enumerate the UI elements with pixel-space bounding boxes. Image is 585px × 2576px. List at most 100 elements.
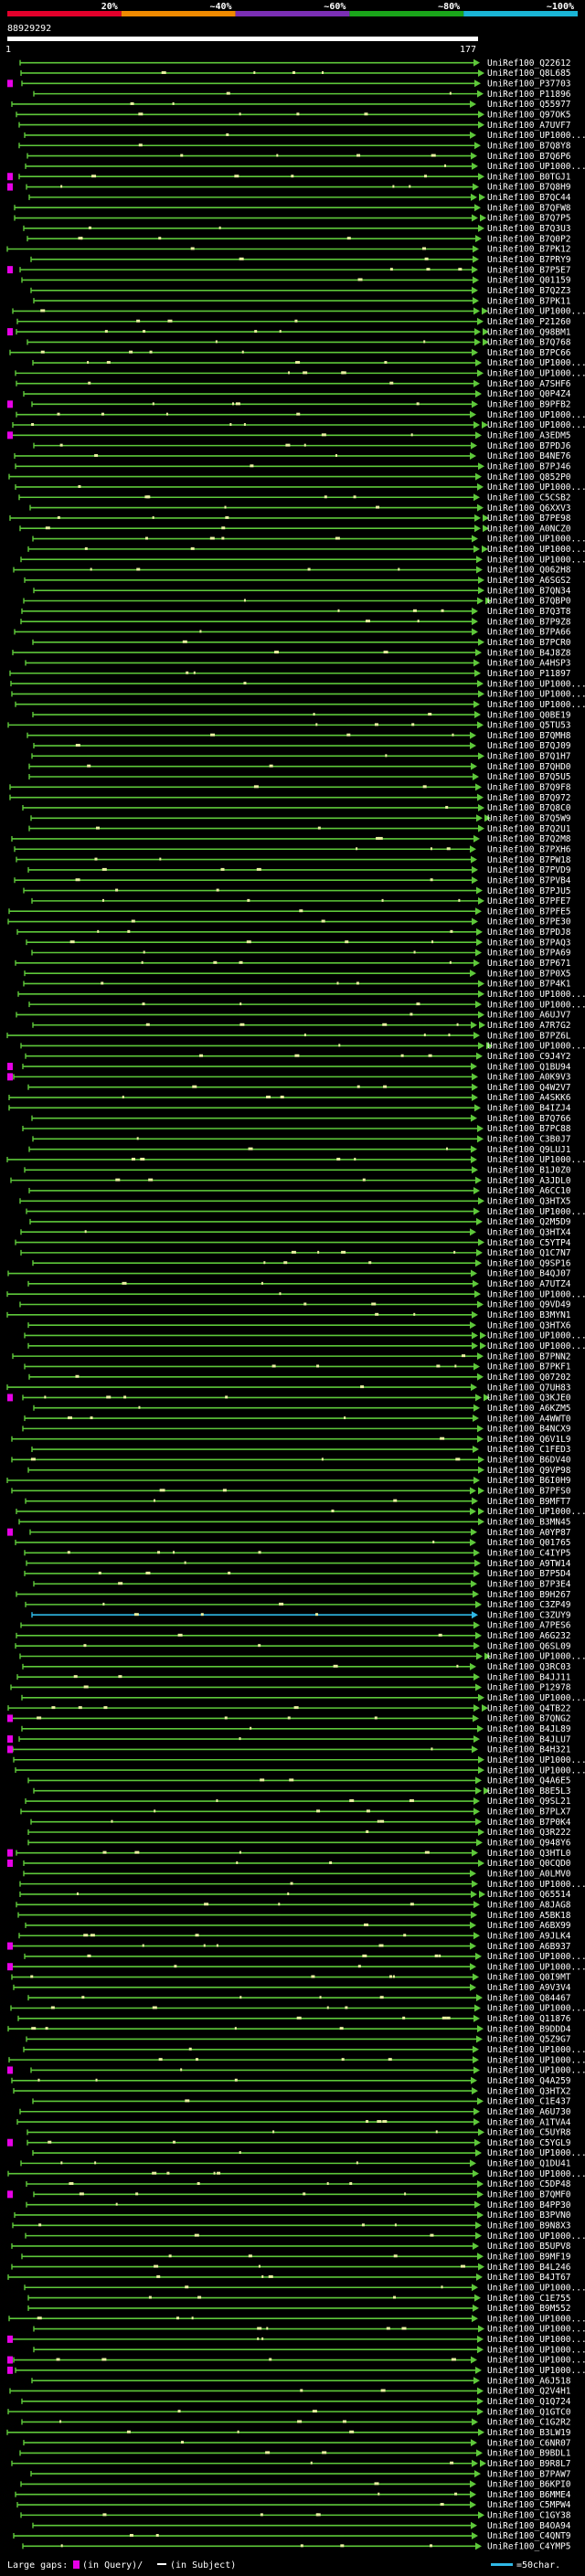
hit-accession-label[interactable]: UniRef100_A0LMV0: [487, 1870, 571, 1880]
hit-accession-label[interactable]: UniRef100_Q852P0: [487, 472, 571, 482]
hit-accession-label[interactable]: UniRef100_C4YMP5: [487, 2542, 571, 2552]
hit-accession-label[interactable]: UniRef100_B7PVB4: [487, 875, 571, 885]
hit-accession-label[interactable]: UniRef100_A9V3V4: [487, 1983, 571, 1993]
hit-accession-label[interactable]: UniRef100_UP1000...: [487, 2055, 585, 2065]
hit-accession-label[interactable]: UniRef100_A6U730: [487, 2107, 571, 2117]
hit-accession-label[interactable]: UniRef100_C1FED3: [487, 1445, 571, 1455]
hit-accession-label[interactable]: UniRef100_B9MFT7: [487, 1497, 571, 1507]
hit-accession-label[interactable]: UniRef100_C3B0J7: [487, 1135, 571, 1145]
hit-accession-label[interactable]: UniRef100_UP1000...: [487, 1155, 585, 1165]
hit-accession-label[interactable]: UniRef100_Q5TU53: [487, 721, 571, 731]
hit-accession-label[interactable]: UniRef100_UP1000...: [487, 1962, 585, 1972]
hit-accession-label[interactable]: UniRef100_Q1C7N7: [487, 1248, 571, 1258]
hit-accession-label[interactable]: UniRef100_B4L246: [487, 2263, 571, 2273]
hit-accession-label[interactable]: UniRef100_P37703: [487, 80, 571, 90]
hit-accession-label[interactable]: UniRef100_Q01765: [487, 1538, 571, 1548]
hit-accession-label[interactable]: UniRef100_B4H321: [487, 1745, 571, 1755]
hit-accession-label[interactable]: UniRef100_UP1000...: [487, 358, 585, 368]
hit-accession-label[interactable]: UniRef100_B7PKF1: [487, 1362, 571, 1373]
hit-accession-label[interactable]: UniRef100_UP1000...: [487, 1000, 585, 1010]
hit-accession-label[interactable]: UniRef100_B7Q972: [487, 793, 571, 803]
hit-accession-label[interactable]: UniRef100_UP1000...: [487, 1952, 585, 1962]
hit-accession-label[interactable]: UniRef100_B7PDJ8: [487, 928, 571, 938]
hit-accession-label[interactable]: UniRef100_B4NE76: [487, 451, 571, 461]
hit-accession-label[interactable]: UniRef100_B3PVN0: [487, 2210, 571, 2221]
hit-accession-label[interactable]: UniRef100_Q98BM1: [487, 327, 571, 337]
hit-accession-label[interactable]: UniRef100_A4SKK6: [487, 1093, 571, 1103]
hit-accession-label[interactable]: UniRef100_UP1000...: [487, 2366, 585, 2376]
hit-accession-label[interactable]: UniRef100_Q0P4Z4: [487, 389, 571, 399]
hit-accession-label[interactable]: UniRef100_B8E5L3: [487, 1786, 571, 1797]
hit-accession-label[interactable]: UniRef100_B9MF19: [487, 2252, 571, 2262]
hit-accession-label[interactable]: UniRef100_A6KZM5: [487, 1404, 571, 1414]
hit-accession-label[interactable]: UniRef100_C3ZUY9: [487, 1610, 571, 1620]
hit-accession-label[interactable]: UniRef100_Q55977: [487, 100, 571, 110]
hit-accession-label[interactable]: UniRef100_A7PES6: [487, 1621, 571, 1631]
hit-accession-label[interactable]: UniRef100_A6B937: [487, 1942, 571, 1952]
hit-accession-label[interactable]: UniRef100_P11896: [487, 90, 571, 100]
hit-accession-label[interactable]: UniRef100_B7Q3T8: [487, 607, 571, 617]
hit-accession-label[interactable]: UniRef100_UP1000...: [487, 131, 585, 141]
hit-accession-label[interactable]: UniRef100_C1G2R2: [487, 2418, 571, 2428]
hit-accession-label[interactable]: UniRef100_A1TVA4: [487, 2117, 571, 2127]
hit-accession-label[interactable]: UniRef100_B7PC88: [487, 1124, 571, 1134]
hit-accession-label[interactable]: UniRef100_Q01159: [487, 276, 571, 286]
hit-accession-label[interactable]: UniRef100_B7PK12: [487, 245, 571, 255]
hit-accession-label[interactable]: UniRef100_B6KPI0: [487, 2480, 571, 2490]
hit-accession-label[interactable]: UniRef100_B7PAQ3: [487, 938, 571, 948]
hit-accession-label[interactable]: UniRef100_B7PFE7: [487, 896, 571, 906]
hit-accession-label[interactable]: UniRef100_UP1000...: [487, 1880, 585, 1890]
hit-accession-label[interactable]: UniRef100_Q7UH83: [487, 1383, 571, 1393]
hit-accession-label[interactable]: UniRef100_B7PXH6: [487, 844, 571, 854]
hit-accession-label[interactable]: UniRef100_B7PJU5: [487, 886, 571, 896]
hit-accession-label[interactable]: UniRef100_A7UTZ4: [487, 1279, 571, 1289]
hit-accession-label[interactable]: UniRef100_B7PNN2: [487, 1352, 571, 1362]
hit-accession-label[interactable]: UniRef100_Q4TB22: [487, 1703, 571, 1713]
hit-accession-label[interactable]: UniRef100_B7Q2U1: [487, 824, 571, 834]
hit-accession-label[interactable]: UniRef100_Q948Y6: [487, 1839, 571, 1849]
hit-accession-label[interactable]: UniRef100_C3ZP49: [487, 1600, 571, 1610]
hit-accession-label[interactable]: UniRef100_A4HSP3: [487, 659, 571, 669]
hit-accession-label[interactable]: UniRef100_B0TGJ1: [487, 172, 571, 182]
hit-accession-label[interactable]: UniRef100_B7PLX7: [487, 1807, 571, 1818]
hit-accession-label[interactable]: UniRef100_B7PC66: [487, 348, 571, 358]
hit-accession-label[interactable]: UniRef100_B7Q3U3: [487, 224, 571, 234]
hit-accession-label[interactable]: UniRef100_UP1000...: [487, 2283, 585, 2293]
hit-accession-label[interactable]: UniRef100_B7P3E4: [487, 1579, 571, 1589]
hit-accession-label[interactable]: UniRef100_B3LW19: [487, 2428, 571, 2438]
hit-accession-label[interactable]: UniRef100_UP1000...: [487, 1652, 585, 1662]
hit-accession-label[interactable]: UniRef100_Q6SL09: [487, 1641, 571, 1651]
hit-accession-label[interactable]: UniRef100_B9BDL1: [487, 2449, 571, 2459]
hit-accession-label[interactable]: UniRef100_C5MPW4: [487, 2500, 571, 2510]
hit-accession-label[interactable]: UniRef100_P21260: [487, 317, 571, 327]
hit-accession-label[interactable]: UniRef100_A0YP87: [487, 1528, 571, 1538]
hit-accession-label[interactable]: UniRef100_Q3HTX4: [487, 1227, 571, 1237]
hit-accession-label[interactable]: UniRef100_A9JLK4: [487, 1931, 571, 1941]
hit-accession-label[interactable]: UniRef100_UP1000...: [487, 535, 585, 545]
hit-accession-label[interactable]: UniRef100_A3JDL0: [487, 1176, 571, 1186]
hit-accession-label[interactable]: UniRef100_UP1000...: [487, 545, 585, 555]
hit-accession-label[interactable]: UniRef100_B5UPV8: [487, 2242, 571, 2252]
hit-accession-label[interactable]: UniRef100_C5CSB2: [487, 493, 571, 503]
hit-accession-label[interactable]: UniRef100_B7Q9F8: [487, 783, 571, 793]
hit-accession-label[interactable]: UniRef100_Q9VD49: [487, 1300, 571, 1310]
hit-accession-label[interactable]: UniRef100_Q4A259: [487, 2076, 571, 2086]
hit-accession-label[interactable]: UniRef100_B3MN45: [487, 1517, 571, 1527]
hit-accession-label[interactable]: UniRef100_A5BK18: [487, 1911, 571, 1921]
hit-accession-label[interactable]: UniRef100_A6J518: [487, 2376, 571, 2386]
hit-accession-label[interactable]: UniRef100_Q07202: [487, 1373, 571, 1383]
hit-accession-label[interactable]: UniRef100_B7QNG2: [487, 1714, 571, 1724]
hit-accession-label[interactable]: UniRef100_Q1Q724: [487, 2397, 571, 2407]
hit-accession-label[interactable]: UniRef100_Q9SL21: [487, 1797, 571, 1807]
hit-accession-label[interactable]: UniRef100_B9H267: [487, 1590, 571, 1600]
hit-accession-label[interactable]: UniRef100_Q0CQD0: [487, 1859, 571, 1869]
hit-accession-label[interactable]: UniRef100_Q4W2V7: [487, 1083, 571, 1093]
hit-accession-label[interactable]: UniRef100_UP1000...: [487, 482, 585, 493]
hit-accession-label[interactable]: UniRef100_Q1DU41: [487, 2159, 571, 2169]
hit-accession-label[interactable]: UniRef100_Q6V1L9: [487, 1435, 571, 1445]
hit-accession-label[interactable]: UniRef100_B1J0Z0: [487, 1165, 571, 1175]
hit-accession-label[interactable]: UniRef100_C5DP48: [487, 2179, 571, 2189]
hit-accession-label[interactable]: UniRef100_B7Q1H7: [487, 752, 571, 762]
hit-accession-label[interactable]: UniRef100_A9TW14: [487, 1559, 571, 1569]
hit-accession-label[interactable]: UniRef100_UP1000...: [487, 679, 585, 689]
